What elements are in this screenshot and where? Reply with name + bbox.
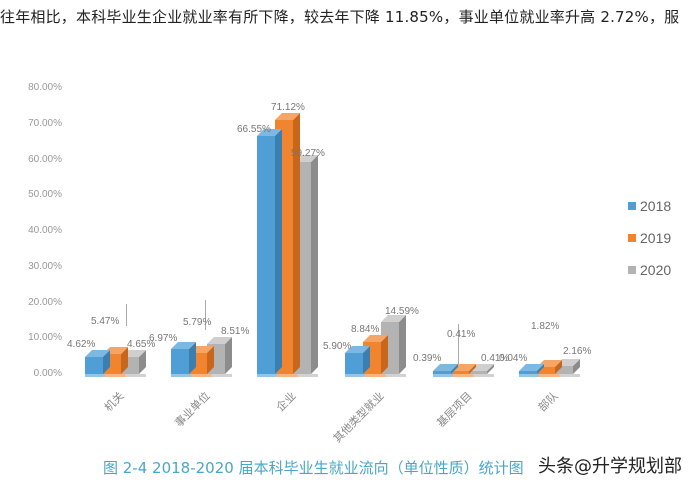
data-label: 0.39% <box>413 353 442 364</box>
x-category-label: 部队 <box>535 389 561 415</box>
intro-text: 往年相比，本科毕业生企业就业率有所下降，较去年下降 11.85%，事业单位就业率… <box>0 8 680 26</box>
y-tick-label: 40.00% <box>28 225 62 236</box>
legend-swatch-2020 <box>628 266 636 274</box>
x-category-label: 企业 <box>273 389 299 415</box>
data-label: 14.59% <box>385 305 419 317</box>
data-label: 8.51% <box>221 325 250 337</box>
data-label: 0.04% <box>499 353 528 364</box>
legend-label: 2018 <box>640 198 672 214</box>
data-label: 0.41% <box>481 353 510 364</box>
category-floor <box>519 374 580 377</box>
legend-label: 2020 <box>640 262 672 278</box>
bar-2018-1 <box>171 342 196 374</box>
bar-2018-3 <box>345 345 370 374</box>
data-label: 1.82% <box>531 321 560 333</box>
data-label: 2.16% <box>563 346 592 358</box>
y-tick-label: 80.00% <box>28 82 62 93</box>
watermark: 头条@升学规划部 <box>538 456 682 477</box>
data-label: 4.65% <box>127 339 156 351</box>
category-floor <box>345 374 406 377</box>
data-label: 8.84% <box>351 324 380 336</box>
x-category-label: 基层项目 <box>434 389 475 430</box>
category-floor <box>85 374 146 377</box>
x-category-label: 其他类型就业 <box>330 389 387 446</box>
bar-2020-5 <box>555 359 580 374</box>
legend-item-2019: 2019 <box>628 222 671 254</box>
legend-swatch-2018 <box>628 202 636 210</box>
bar-2019-4 <box>451 364 476 374</box>
label-leader-line <box>126 304 127 326</box>
data-label: 5.90% <box>323 340 352 352</box>
data-label: 6.97% <box>149 333 178 345</box>
data-label: 59.27% <box>291 148 325 160</box>
y-tick-label: 0.00% <box>33 368 62 379</box>
bar-2020-4 <box>469 364 494 374</box>
label-leader-line <box>205 300 206 330</box>
y-tick-label: 30.00% <box>28 260 62 272</box>
y-tick-label: 70.00% <box>28 117 62 129</box>
bar-2018-2 <box>257 129 282 374</box>
data-label: 66.55% <box>237 124 271 136</box>
y-tick-label: 50.00% <box>28 189 62 201</box>
label-leader-line <box>458 324 459 368</box>
data-label: 4.62% <box>67 339 96 351</box>
x-category-label: 机关 <box>101 389 127 415</box>
bar-2018-0 <box>85 350 110 374</box>
category-floor <box>171 374 232 377</box>
legend-swatch-2019 <box>628 234 636 242</box>
data-label: 5.47% <box>91 316 120 328</box>
y-tick-label: 10.00% <box>28 332 62 344</box>
category-floor <box>433 374 494 377</box>
data-label: 71.12% <box>271 101 305 113</box>
y-tick-label: 20.00% <box>28 296 62 308</box>
category-floor <box>257 374 318 377</box>
y-tick-label: 60.00% <box>28 153 62 165</box>
bar-2018-5 <box>519 364 544 374</box>
bar-2018-4 <box>433 364 458 374</box>
data-label: 0.41% <box>447 329 476 340</box>
bar-2019-5 <box>537 360 562 374</box>
chart-legend: 2018 2019 2020 <box>628 190 671 286</box>
legend-item-2020: 2020 <box>628 254 671 286</box>
legend-item-2018: 2018 <box>628 190 671 222</box>
figure-caption: 图 2-4 2018-2020 届本科毕业生就业流向（单位性质）统计图 <box>103 459 524 477</box>
data-label: 5.79% <box>183 317 212 329</box>
x-category-label: 事业单位 <box>172 389 213 430</box>
legend-label: 2019 <box>640 230 672 246</box>
